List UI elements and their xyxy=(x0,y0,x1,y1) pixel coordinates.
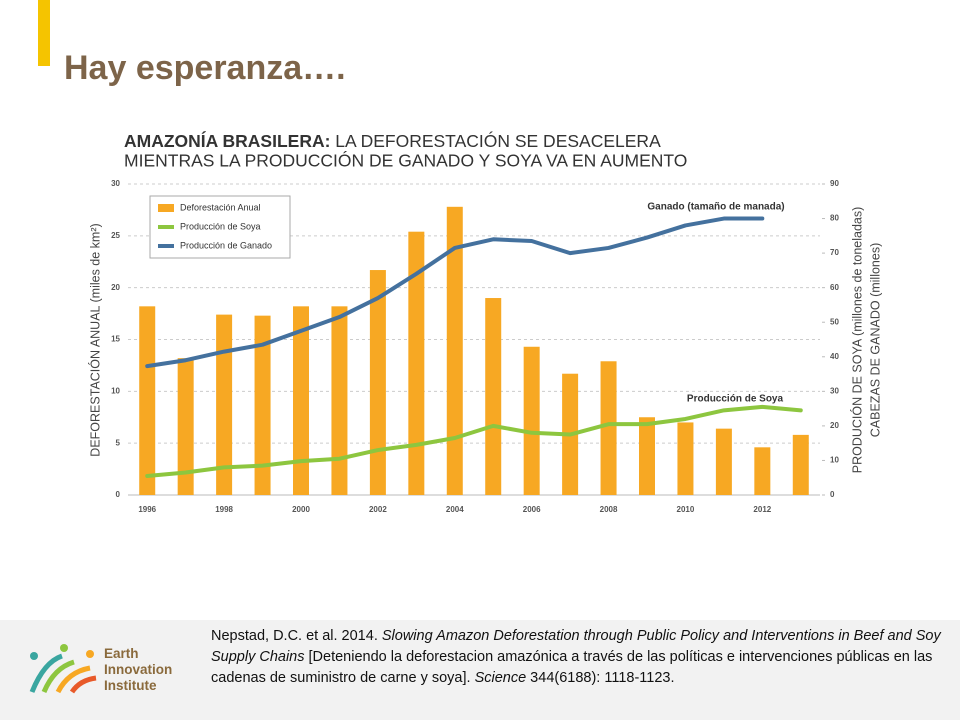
x-tick-label: 2002 xyxy=(369,505,387,514)
legend-label: Producción de Soya xyxy=(180,221,261,231)
citation-text: [Deteniendo la deforestacion amazónica a… xyxy=(211,649,933,686)
bar xyxy=(408,231,425,496)
bar xyxy=(216,314,233,495)
chart: Hay esperanza…. AMAZONÍA BRASILERA: LA D… xyxy=(38,0,882,514)
legend-label: Deforestación Anual xyxy=(180,202,261,212)
logo-icon xyxy=(29,644,97,694)
line-series xyxy=(145,404,803,478)
x-tick-label: 2008 xyxy=(600,505,618,514)
bar xyxy=(792,434,809,495)
bar xyxy=(331,306,348,495)
x-tick-label: 1998 xyxy=(215,505,233,514)
bar xyxy=(293,306,309,495)
bar xyxy=(254,315,271,495)
y-axis-label: DEFORESTACIÓN ANUAL (miles de km²) xyxy=(87,223,102,456)
title-rest: LA DEFORESTACIÓN SE DESACELERA xyxy=(330,130,661,151)
bar xyxy=(639,417,655,495)
chart-title: AMAZONÍA BRASILERA: LA DEFORESTACIÓN SE … xyxy=(124,130,661,151)
y-tick-label: 5 xyxy=(116,438,121,447)
footer-band xyxy=(0,620,960,720)
bar xyxy=(600,361,617,495)
y-tick-label: 20 xyxy=(111,283,120,292)
citation-text: Nepstad, D.C. et al. 2014. xyxy=(211,628,382,644)
y2-tick-label: 30 xyxy=(830,386,839,395)
y2-tick-label: 50 xyxy=(830,317,839,326)
citation-italic: Science xyxy=(474,670,527,686)
bar xyxy=(177,358,194,495)
y2-tick-label: 40 xyxy=(830,352,839,361)
y2-tick-label: 90 xyxy=(830,179,839,188)
logo-line: Innovation xyxy=(104,662,173,677)
line-series xyxy=(145,216,765,369)
y2-tick-label: 20 xyxy=(830,421,839,430)
citation: Nepstad, D.C. et al. 2014. Slowing Amazo… xyxy=(211,626,946,689)
citation-italic: Slowing Amazon Deforestation through Pub… xyxy=(211,628,941,665)
citation-text: 344(6188): 1118-1123. xyxy=(526,670,675,686)
logo-line: Institute xyxy=(104,678,157,693)
y2-tick-label: 0 xyxy=(830,490,835,499)
y2-axis-label: PRODUCIÓN DE SOYA (millones de toneladas… xyxy=(849,207,864,474)
y2-tick-label: 70 xyxy=(830,248,839,257)
legend-swatch xyxy=(158,204,174,212)
x-tick-label: 2004 xyxy=(446,505,464,514)
slide-heading: Hay esperanza…. xyxy=(64,49,346,87)
accent-bar xyxy=(38,0,50,66)
y-tick-label: 15 xyxy=(111,335,120,344)
title-bold: AMAZONÍA BRASILERA: xyxy=(124,130,330,151)
y-tick-label: 30 xyxy=(111,179,120,188)
y2-tick-label: 10 xyxy=(830,456,839,465)
y-tick-label: 10 xyxy=(111,386,120,395)
bar xyxy=(754,447,771,495)
y2-axis-label: CABEZAS DE GANADO (millones) xyxy=(868,243,882,437)
y-tick-label: 25 xyxy=(111,231,120,240)
x-tick-label: 2010 xyxy=(677,505,695,514)
chart-title-line2: MIENTRAS LA PRODUCCIÓN DE GANADO Y SOYA … xyxy=(124,150,687,171)
y-tick-label: 0 xyxy=(116,490,121,499)
logo-text: Earth Innovation Institute xyxy=(104,646,172,694)
legend-label: Producción de Ganado xyxy=(180,240,272,250)
annotation: Producción de Soya xyxy=(687,394,784,405)
annotation: Ganado (tamaño de manada) xyxy=(647,202,784,213)
x-tick-label: 2006 xyxy=(523,505,541,514)
bar xyxy=(523,346,540,495)
bar xyxy=(715,428,732,495)
y2-tick-label: 60 xyxy=(830,283,839,292)
x-tick-label: 2012 xyxy=(753,505,771,514)
bar xyxy=(485,298,502,495)
bar xyxy=(139,306,156,495)
bar xyxy=(369,270,386,495)
y2-tick-label: 80 xyxy=(830,214,839,223)
x-tick-label: 1996 xyxy=(138,505,156,514)
x-tick-label: 2000 xyxy=(292,505,310,514)
logo-line: Earth xyxy=(104,646,139,661)
bar xyxy=(677,422,694,495)
bar xyxy=(446,206,463,495)
